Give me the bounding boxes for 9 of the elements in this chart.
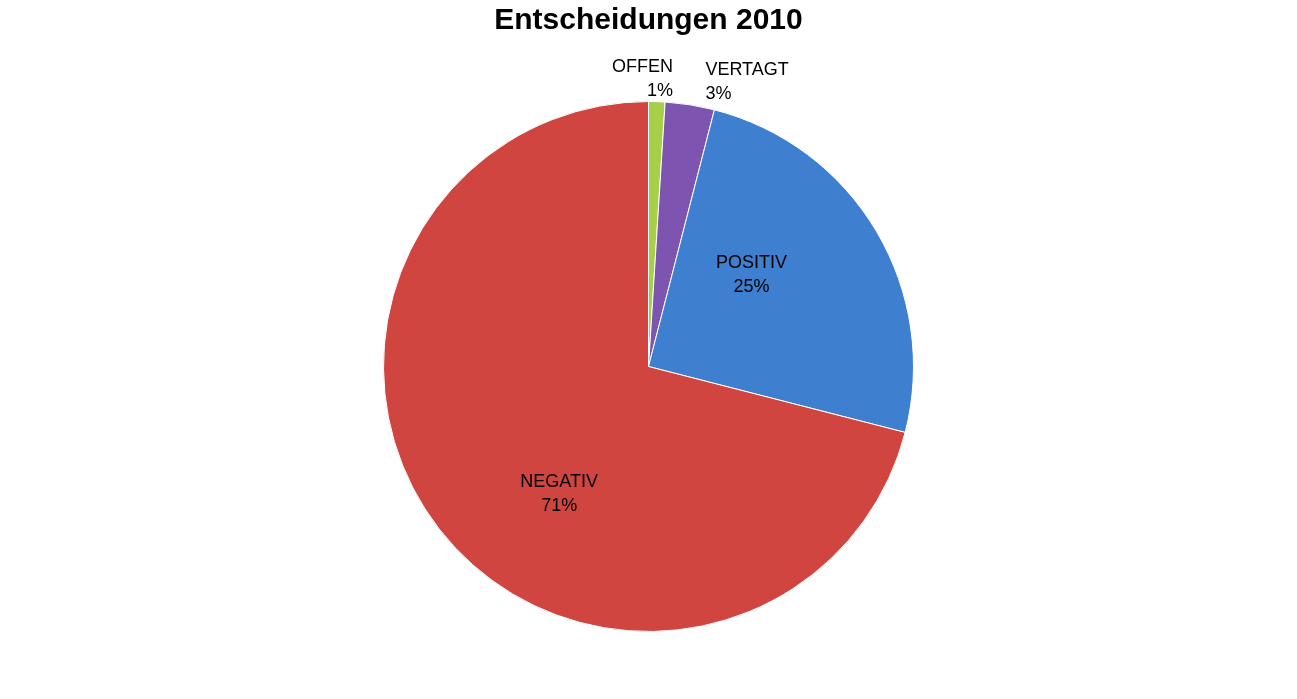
data-label: 1% <box>646 79 673 100</box>
slice-label: POSITIV <box>716 252 788 273</box>
data-label: 71% <box>541 494 578 515</box>
slice-label: VERTAGT <box>705 59 789 80</box>
data-label: 25% <box>733 276 770 297</box>
slice-label: OFFEN <box>611 55 673 76</box>
chart-title: Entscheidungen 2010 <box>494 2 803 35</box>
data-label: 3% <box>705 83 732 104</box>
slice-label: NEGATIV <box>520 470 599 491</box>
